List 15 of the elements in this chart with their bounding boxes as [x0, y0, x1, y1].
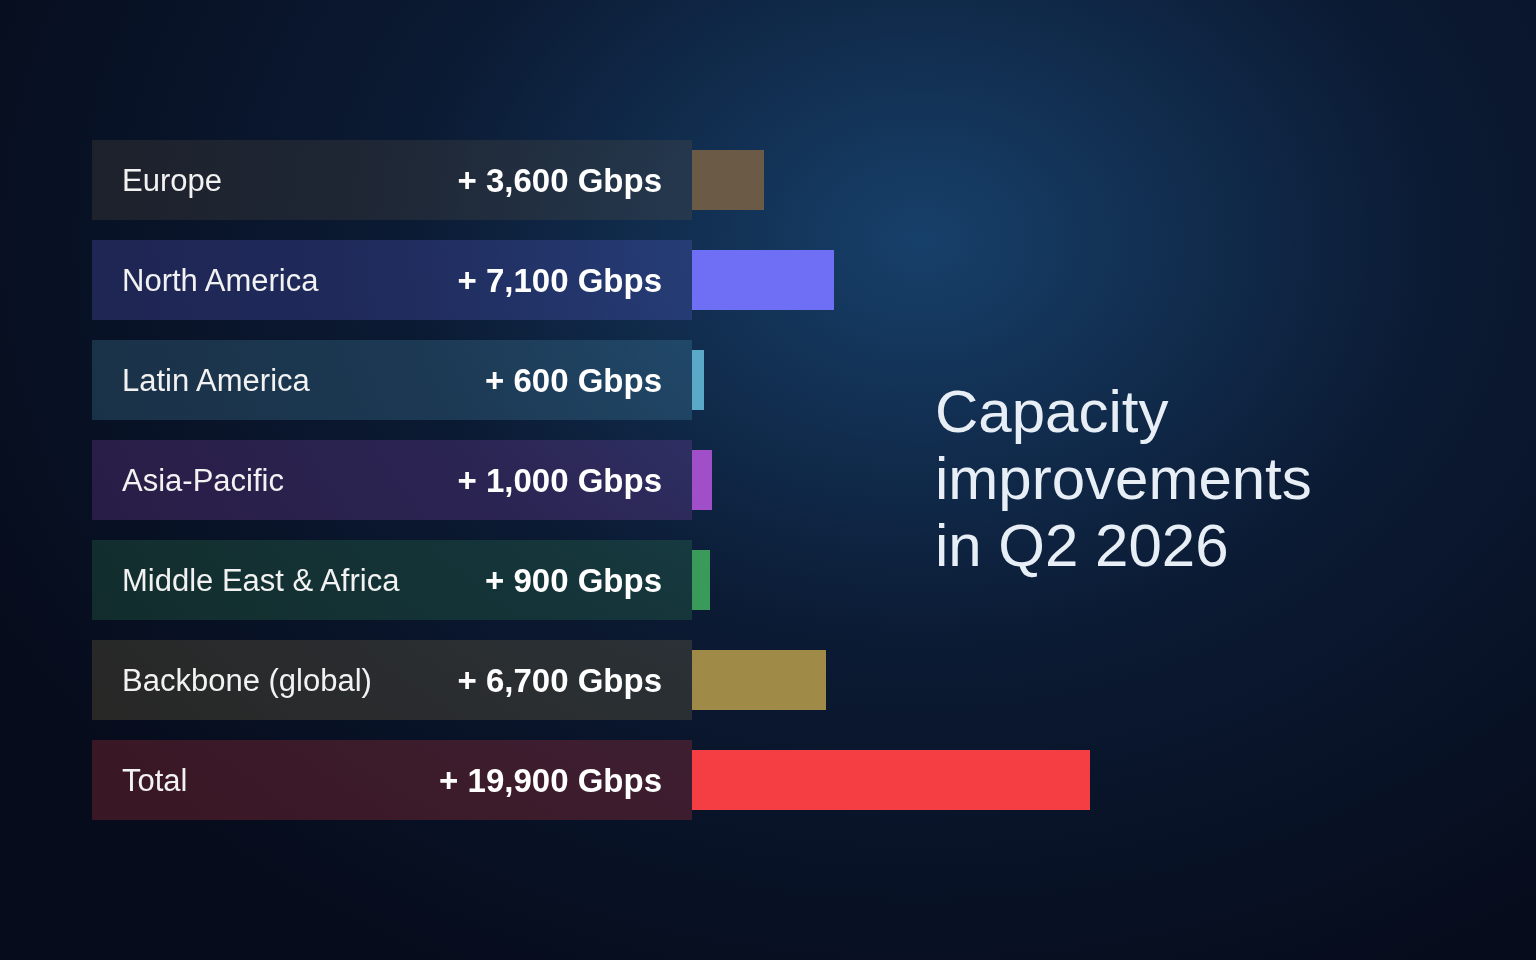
y-tick-label: Total: [122, 762, 188, 798]
data-label: + 1,000 Gbps: [457, 461, 662, 499]
y-tick-label: North America: [122, 262, 320, 298]
data-label: + 600 Gbps: [484, 361, 662, 399]
y-tick-label: Middle East & Africa: [122, 562, 401, 598]
y-tick-label: Asia-Pacific: [122, 462, 284, 498]
data-label: + 6,700 Gbps: [457, 661, 662, 699]
text: Capacity improvements in Q2 2026: [935, 378, 1313, 579]
data-label: + 900 Gbps: [484, 561, 662, 599]
data-label: + 19,900 Gbps: [439, 761, 662, 799]
y-tick-label: Backbone (global): [122, 662, 372, 698]
data-label: + 7,100 Gbps: [457, 261, 662, 299]
data-label: + 3,600 Gbps: [457, 161, 662, 199]
y-tick-label: Europe: [122, 162, 222, 198]
y-tick-label: Latin America: [122, 362, 311, 398]
